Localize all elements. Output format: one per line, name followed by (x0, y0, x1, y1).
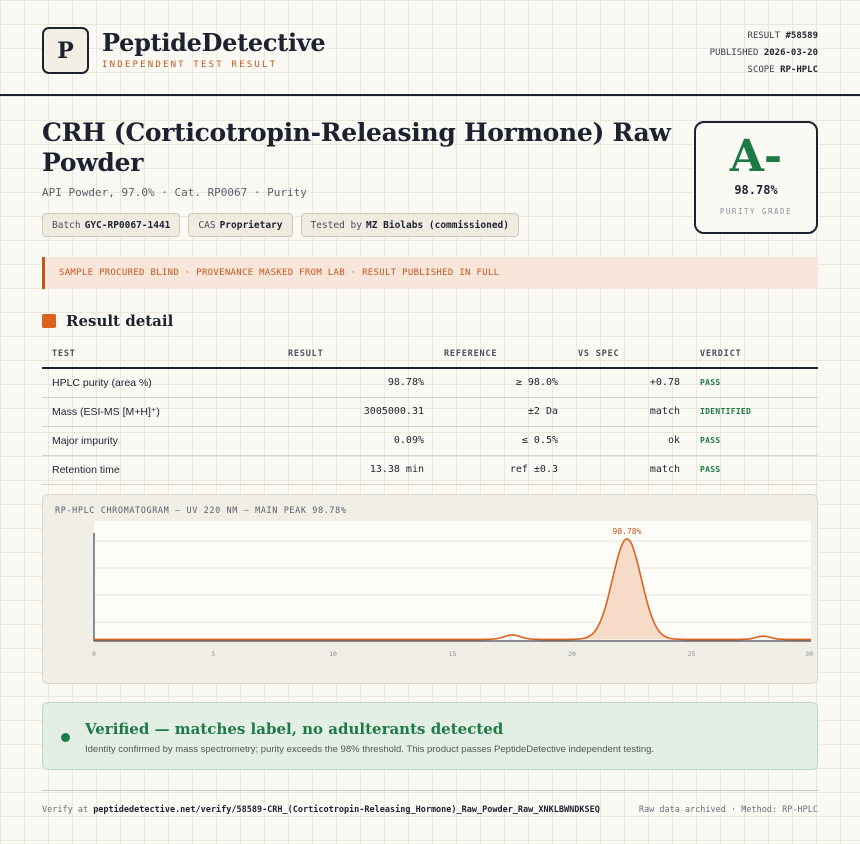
scope-value: RP-HPLC (780, 65, 818, 75)
cell-result: 3005000.31 (278, 397, 434, 427)
cell-verdict: IDENTIFIED (690, 397, 818, 427)
cell-verdict: PASS (690, 426, 818, 456)
cell-reference: ±2 Da (434, 397, 568, 427)
section-header: Result detail (42, 312, 173, 330)
col-vs-spec: VS SPEC (568, 340, 690, 369)
cell-test: Mass (ESI-MS [M+H]⁺) (42, 397, 278, 427)
verified-title: Verified — matches label, no adulterants… (85, 720, 504, 738)
cell-reference: ref ±0.3 (434, 455, 568, 485)
scope-label: SCOPE (747, 65, 775, 75)
x-tick-label: 30m (805, 650, 813, 658)
table-row: Major impurity 0.09% ≤ 0.5% ok PASS (42, 426, 818, 456)
product-subtitle: API Powder, 97.0% · Cat. RP0067 · Purity (42, 186, 307, 199)
batch-chip: Batch GYC-RP0067-1441 (42, 213, 181, 237)
published-date: 2026-03-20 (763, 48, 818, 58)
x-tick-label: 20 (568, 650, 576, 658)
brand-logo: P (42, 27, 89, 74)
table-header-row: TEST RESULT REFERENCE VS SPEC VERDICT (42, 340, 818, 369)
cell-result: 0.09% (278, 426, 434, 456)
verified-banner: Verified — matches label, no adulterants… (42, 702, 818, 770)
table-row: Retention time 13.38 min ref ±0.3 match … (42, 455, 818, 485)
footer-right: Raw data archived · Method: RP-HPLC (638, 805, 818, 815)
x-tick-label: 0 (92, 650, 96, 658)
verify-link[interactable]: peptidedetective.net/verify/58589-CRH_(C… (93, 805, 600, 815)
chip-value: Proprietary (219, 219, 283, 231)
brand-tagline: INDEPENDENT TEST RESULT (102, 60, 278, 70)
x-tick-label: 10 (329, 650, 337, 658)
verify-label: Verify at (42, 805, 89, 815)
grade-label: PURITY GRADE (719, 207, 793, 216)
chip-value: GYC-RP0067-1441 (84, 219, 171, 231)
cell-verdict: PASS (690, 368, 818, 398)
cell-vs-spec: +0.78 (568, 368, 690, 398)
col-reference: REFERENCE (434, 340, 568, 369)
verified-text: Identity confirmed by mass spectrometry;… (85, 744, 655, 755)
x-tick-label: 15 (449, 650, 457, 658)
cell-vs-spec: match (568, 455, 690, 485)
cell-vs-spec: match (568, 397, 690, 427)
main-peak-label: 98.78% (613, 527, 642, 536)
plot-area (94, 521, 811, 641)
main-peak-area (583, 538, 670, 640)
x-tick-label: 25 (688, 650, 696, 658)
cell-test: Retention time (42, 455, 278, 485)
chart-title: RP-HPLC CHROMATOGRAM — UV 220 NM — MAIN … (55, 506, 347, 516)
chromatogram-chart: 98.78% 0 5 10 15 20 25 30m (92, 521, 813, 658)
verify-line: Verify at peptidedetective.net/verify/58… (42, 805, 600, 815)
chip-value: MZ Biolabs (commissioned) (365, 219, 509, 231)
cell-test: HPLC purity (area %) (42, 368, 278, 398)
report-meta: RESULT #58589 PUBLISHED 2026-03-20 SCOPE… (710, 28, 818, 79)
table-row: Mass (ESI-MS [M+H]⁺) 3005000.31 ±2 Da ma… (42, 397, 818, 427)
info-chips: Batch GYC-RP0067-1441 CAS Proprietary Test… (42, 213, 519, 237)
cell-test: Major impurity (42, 426, 278, 456)
purity-grade-card: A- 98.78% PURITY GRADE (694, 121, 818, 234)
chromatogram-trace (94, 538, 811, 641)
product-title: CRH (Corticotropin-Releasing Hormone) Ra… (42, 118, 671, 177)
table-row: HPLC purity (area %) 98.78% ≥ 98.0% +0.7… (42, 368, 818, 398)
result-number: #58589 (785, 31, 818, 41)
cell-vs-spec: ok (568, 426, 690, 456)
report-footer: Verify at peptidedetective.net/verify/58… (42, 790, 818, 815)
cell-reference: ≥ 98.0% (434, 368, 568, 398)
col-result: RESULT (278, 340, 434, 369)
col-test: TEST (42, 340, 278, 369)
x-tick-label: 5 (212, 650, 216, 658)
brand-name: PeptideDetective (102, 28, 326, 57)
chromatogram-card: RP-HPLC CHROMATOGRAM — UV 220 NM — MAIN … (42, 494, 818, 684)
published-label: PUBLISHED (709, 48, 759, 58)
section-title: Result detail (66, 312, 174, 330)
grade-letter: A- (729, 131, 783, 182)
result-table: TEST RESULT REFERENCE VS SPEC VERDICT HP… (42, 340, 818, 485)
chip-label: Batch (52, 219, 81, 231)
cell-result: 98.78% (278, 368, 434, 398)
chip-label: CAS (198, 219, 216, 231)
report-header: P PeptideDetective INDEPENDENT TEST RESU… (0, 0, 860, 96)
verified-dot-icon (61, 733, 70, 742)
cell-verdict: PASS (690, 455, 818, 485)
result-label: RESULT (747, 31, 781, 41)
cell-result: 13.38 min (278, 455, 434, 485)
section-marker-icon (42, 314, 56, 328)
cas-chip: CAS Proprietary (188, 213, 293, 237)
grade-value: 98.78% (734, 183, 778, 197)
tested-by-chip: Tested by MZ Biolabs (commissioned) (300, 213, 519, 237)
col-verdict: VERDICT (690, 340, 818, 369)
procurement-notice: SAMPLE PROCURED BLIND · PROVENANCE MASKE… (42, 257, 818, 289)
cell-reference: ≤ 0.5% (434, 426, 568, 456)
chip-label: Tested by (310, 219, 362, 231)
